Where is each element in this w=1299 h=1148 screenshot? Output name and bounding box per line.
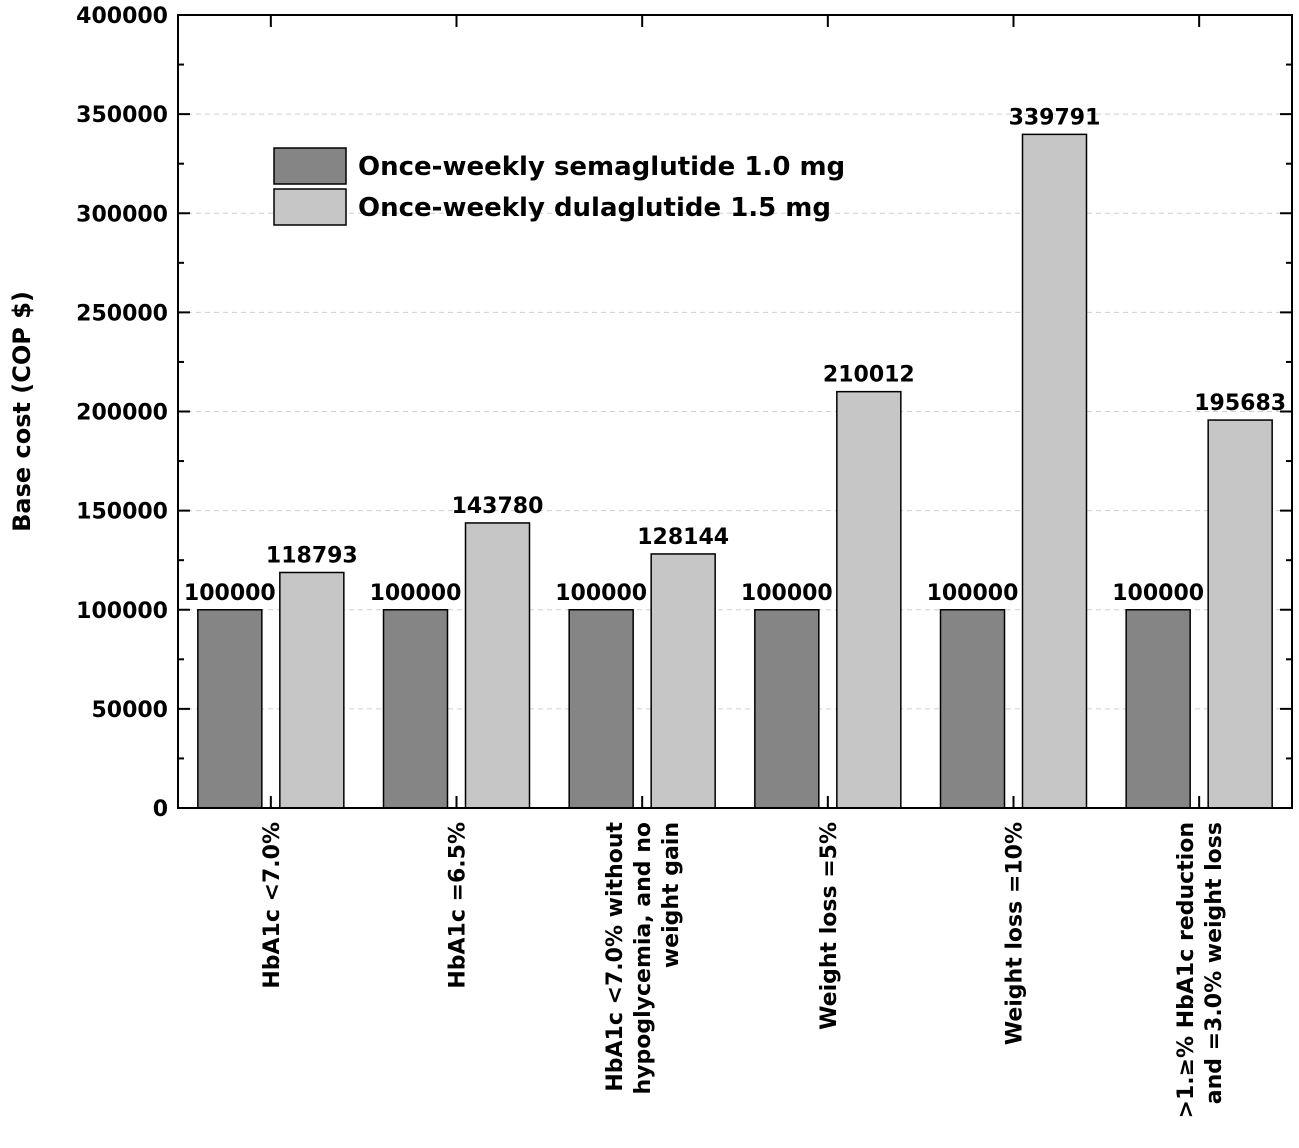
- y-tick-label: 100000: [76, 599, 168, 624]
- bar: [939, 609, 1006, 809]
- x-category-label: weight gain: [659, 822, 684, 968]
- x-category-label: HbA1c <7.0%: [260, 822, 285, 989]
- bar: [464, 522, 531, 809]
- y-tick-label: 350000: [76, 103, 168, 128]
- data-label: 100000: [927, 581, 1019, 606]
- data-label: 118793: [266, 543, 358, 568]
- x-category-label: HbA1c =6.5%: [446, 822, 471, 989]
- legend-label: Once-weekly semaglutide 1.0 mg: [358, 152, 845, 182]
- bar: [197, 609, 263, 809]
- bar: [836, 390, 902, 809]
- bar: [650, 553, 716, 809]
- bar: [279, 571, 345, 809]
- data-label: 339791: [1009, 105, 1101, 130]
- legend: Once-weekly semaglutide 1.0 mg Once-weekl…: [273, 147, 845, 226]
- data-label: 100000: [184, 581, 276, 606]
- y-axis-title: Base cost (COP $): [8, 291, 36, 532]
- y-tick-label: 0: [153, 797, 168, 822]
- data-label: 210012: [823, 363, 915, 388]
- x-category-label: hypoglycemia, and no: [631, 822, 656, 1094]
- data-label: 143780: [452, 494, 544, 519]
- y-tick-label: 150000: [76, 500, 168, 525]
- data-label: 100000: [1112, 581, 1204, 606]
- x-category-label: Weight loss =10%: [1003, 822, 1028, 1045]
- y-tick-label: 250000: [76, 301, 168, 326]
- data-label: 195683: [1194, 391, 1286, 416]
- bar: [568, 609, 634, 809]
- x-category-label: HbA1c <7.0% without: [603, 822, 628, 1092]
- bar: [1207, 419, 1273, 809]
- x-category-label: >1.≥% HbA1c reduction: [1174, 822, 1199, 1118]
- legend-swatch: [273, 147, 347, 185]
- y-tick-label: 50000: [91, 698, 168, 723]
- bar: [1021, 133, 1088, 809]
- y-tick-label: 400000: [76, 4, 168, 29]
- x-category-label: and =3.0% weight loss: [1202, 822, 1227, 1104]
- x-category-label: Weight loss =5%: [817, 822, 842, 1030]
- axes: 0 50000 100000 150000 200000 250000 300000 3500…: [76, 4, 1292, 1118]
- data-label: 100000: [741, 581, 833, 606]
- bar: [1125, 609, 1191, 809]
- bars: [197, 133, 1273, 809]
- bar: [754, 609, 820, 809]
- y-tick-label: 200000: [76, 401, 168, 426]
- data-labels: 100000 118793 100000 143780 100000 128144 1000…: [184, 105, 1286, 605]
- bar: [382, 609, 449, 809]
- gridlines: [178, 113, 1292, 710]
- data-label: 100000: [370, 581, 462, 606]
- legend-swatch: [273, 188, 347, 226]
- y-tick-label: 300000: [76, 202, 168, 227]
- legend-label: Once-weekly dulaglutide 1.5 mg: [358, 193, 831, 223]
- data-label: 100000: [555, 581, 647, 606]
- data-label: 128144: [637, 525, 729, 550]
